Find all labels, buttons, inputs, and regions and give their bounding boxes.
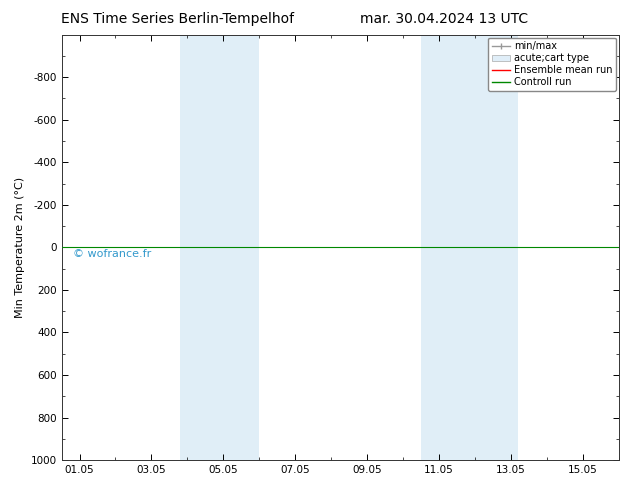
Text: © wofrance.fr: © wofrance.fr: [73, 249, 151, 260]
Text: mar. 30.04.2024 13 UTC: mar. 30.04.2024 13 UTC: [359, 12, 528, 26]
Y-axis label: Min Temperature 2m (°C): Min Temperature 2m (°C): [15, 177, 25, 318]
Legend: min/max, acute;cart type, Ensemble mean run, Controll run: min/max, acute;cart type, Ensemble mean …: [488, 38, 616, 91]
Text: ENS Time Series Berlin-Tempelhof: ENS Time Series Berlin-Tempelhof: [61, 12, 294, 26]
Bar: [180, 35, 259, 460]
Bar: [421, 35, 519, 460]
